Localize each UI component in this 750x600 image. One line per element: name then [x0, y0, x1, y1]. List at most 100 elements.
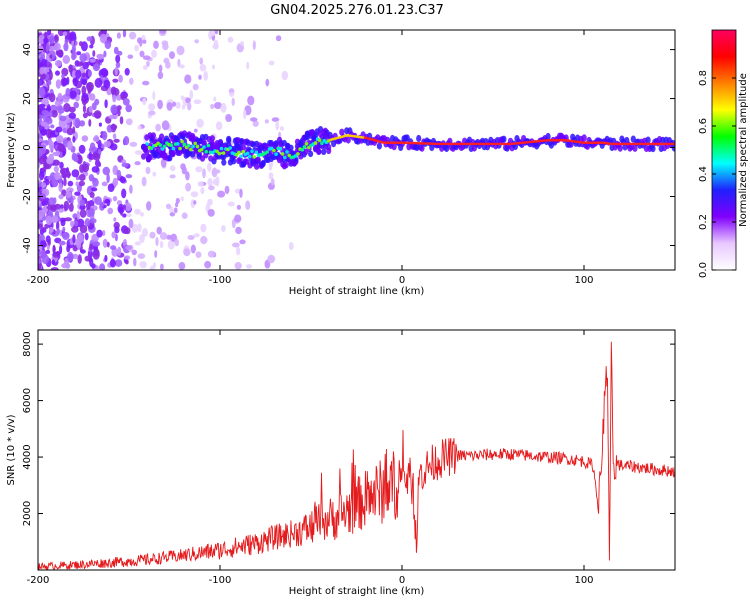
noise-speck	[180, 163, 186, 170]
noise-speck	[89, 44, 94, 49]
y-tick-label: 8000	[22, 331, 33, 356]
noise-speck	[106, 173, 110, 184]
noise-speck	[78, 120, 86, 127]
noise-speck	[129, 77, 134, 85]
noise-speck	[125, 245, 133, 250]
ridge-core	[250, 149, 254, 153]
noise-speck	[139, 50, 145, 58]
noise-speck	[178, 64, 185, 69]
noise-speck	[112, 78, 119, 83]
noise-speck	[84, 232, 89, 241]
y-tick-label: 0	[22, 144, 33, 150]
plot-frame	[37, 329, 676, 571]
noise-speck	[55, 70, 60, 76]
noise-speck	[50, 124, 55, 129]
noise-speck	[54, 203, 62, 210]
noise-speck	[208, 185, 215, 191]
noise-speck	[72, 136, 76, 143]
ridge-halo	[201, 139, 207, 146]
noise-speck	[82, 112, 88, 119]
noise-speck	[48, 197, 55, 206]
noise-speck	[180, 196, 184, 202]
noise-speck	[165, 203, 172, 210]
ridge-core	[186, 143, 191, 148]
ridge-halo	[167, 155, 173, 162]
noise-speck	[215, 121, 223, 131]
noise-speck	[124, 259, 129, 265]
noise-speck	[102, 230, 106, 236]
ridge-core	[160, 147, 165, 151]
noise-speck	[67, 251, 74, 262]
noise-speck	[58, 182, 63, 192]
noise-speck	[38, 156, 47, 165]
x-tick-label: -100	[209, 275, 232, 286]
spectrogram-content	[38, 30, 675, 270]
noise-speck	[57, 92, 63, 101]
noise-speck	[89, 243, 94, 251]
noise-speck	[102, 238, 108, 248]
noise-speck	[134, 161, 141, 166]
noise-speck	[91, 102, 97, 111]
ridge-core	[145, 142, 149, 146]
noise-speck	[141, 176, 147, 187]
noise-speck	[187, 235, 195, 240]
noise-speck	[46, 175, 55, 180]
ridge-core	[158, 143, 163, 147]
noise-speck	[203, 70, 208, 81]
ridge-core	[252, 155, 256, 159]
colorbar-tick-label: 0.0	[698, 262, 709, 278]
noise-speck	[54, 42, 61, 52]
noise-speck	[142, 228, 148, 237]
ridge-halo	[501, 135, 507, 143]
noise-speck	[53, 165, 59, 173]
noise-speck	[129, 184, 133, 194]
noise-speck	[152, 262, 157, 269]
noise-speck	[81, 163, 90, 173]
noise-speck	[212, 178, 219, 186]
ridge-halo	[159, 133, 165, 140]
noise-speck	[275, 120, 280, 131]
noise-speck	[190, 244, 196, 254]
noise-speck	[123, 255, 131, 260]
noise-speck	[82, 104, 87, 113]
noise-speck	[117, 203, 125, 214]
noise-speck	[68, 64, 73, 73]
noise-speck	[68, 203, 74, 212]
noise-speck	[158, 64, 163, 73]
noise-speck	[126, 213, 132, 218]
noise-speck	[213, 96, 217, 102]
noise-speck	[104, 40, 112, 50]
noise-speck	[193, 99, 202, 105]
noise-speck	[111, 231, 116, 239]
noise-speck	[167, 239, 175, 250]
noise-speck	[57, 143, 66, 152]
noise-speck	[72, 253, 79, 260]
noise-speck	[139, 261, 147, 269]
x-axis-label: Height of straight line (km)	[289, 286, 425, 297]
ridge-core	[317, 138, 322, 142]
noise-speck	[112, 94, 117, 103]
noise-speck	[51, 110, 58, 118]
ridge-core	[217, 151, 222, 156]
noise-speck	[38, 133, 43, 139]
noise-speck	[92, 249, 100, 260]
noise-speck	[123, 227, 129, 234]
x-tick-label: 100	[574, 575, 593, 586]
noise-speck	[246, 61, 250, 70]
noise-speck	[224, 185, 230, 195]
ridge-core	[283, 155, 287, 160]
ridge-halo	[170, 150, 176, 158]
noise-speck	[157, 71, 164, 80]
noise-speck	[55, 150, 60, 157]
noise-speck	[52, 252, 60, 258]
ridge-halo	[147, 154, 153, 161]
noise-speck	[139, 212, 144, 217]
noise-speck	[122, 213, 127, 218]
ridge-halo	[345, 136, 351, 144]
noise-speck	[84, 255, 91, 262]
noise-speck	[58, 240, 66, 246]
noise-speck	[178, 262, 186, 270]
ridge-core	[180, 139, 184, 144]
noise-speck	[211, 167, 218, 178]
noise-speck	[112, 177, 119, 187]
